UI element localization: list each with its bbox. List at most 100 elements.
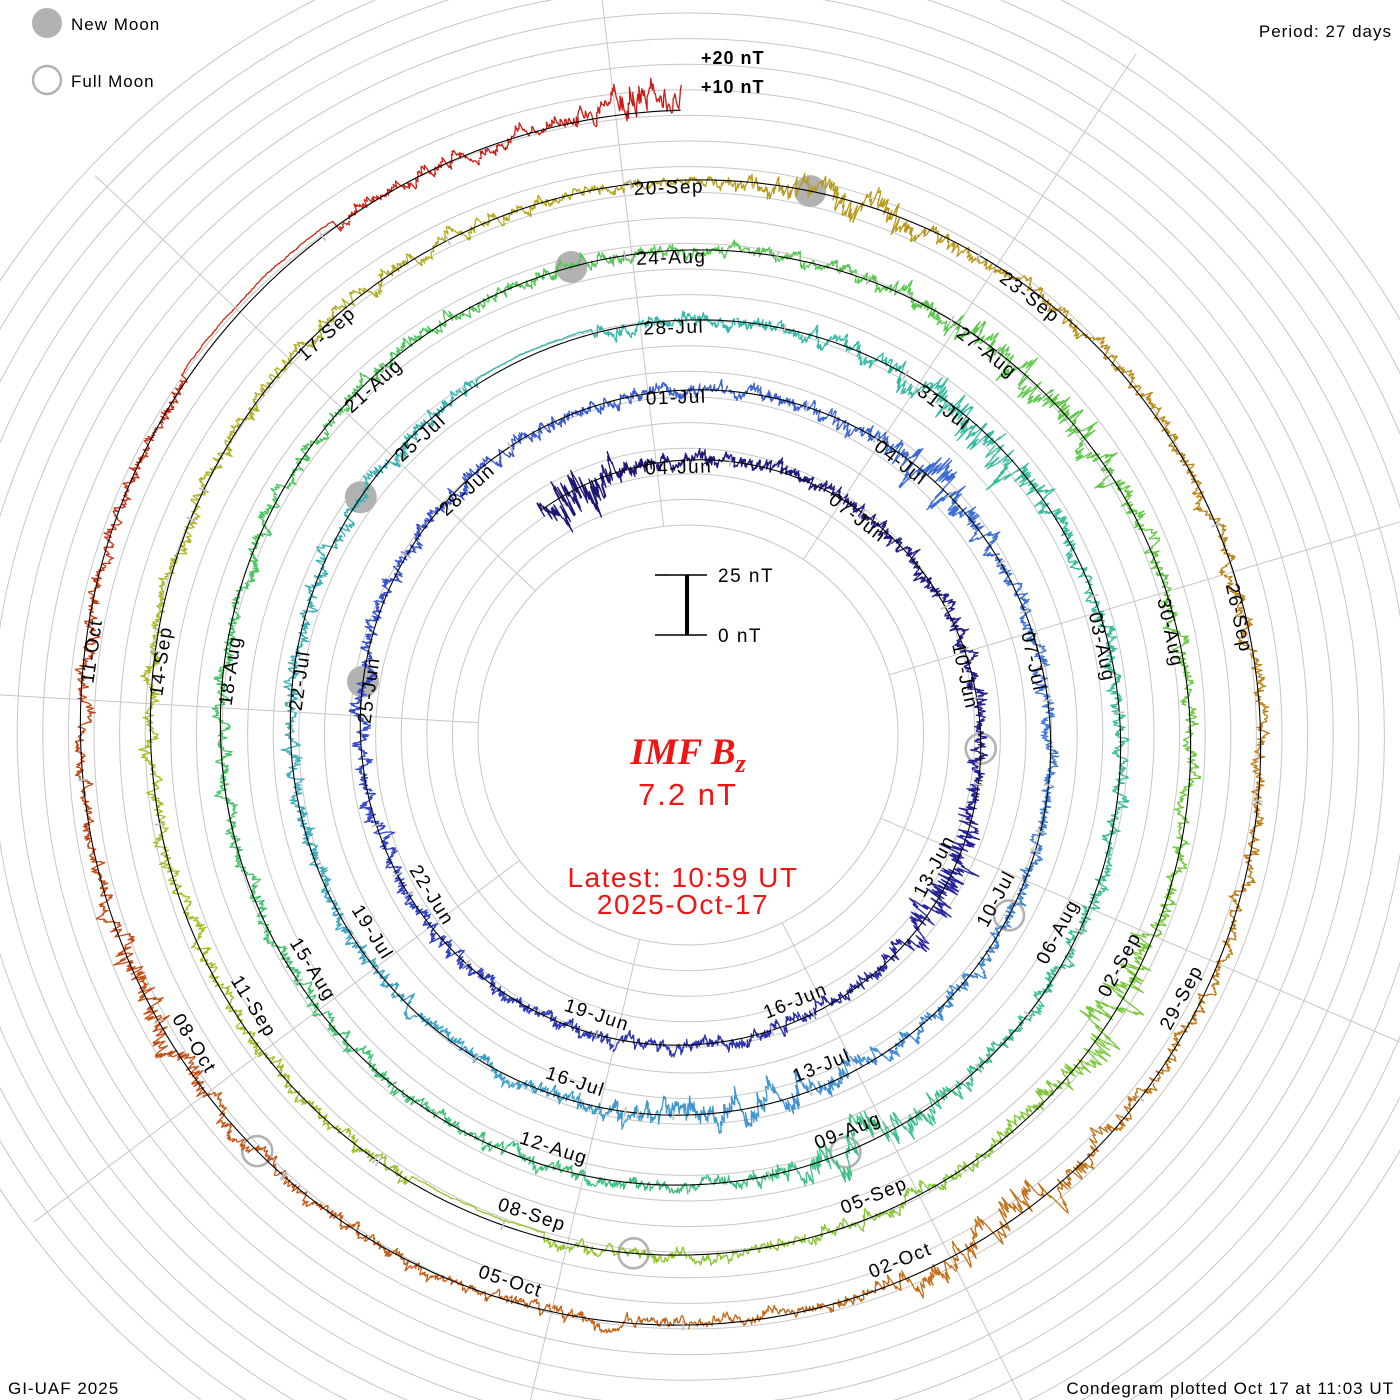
gap-tick: [974, 1063, 983, 1073]
grid-circle: [144, 191, 1232, 1279]
gap-tick: [872, 433, 880, 443]
gap-tick: [1019, 608, 1030, 614]
bz-trace-segment: [1216, 835, 1260, 965]
bz-trace-segment: [302, 1191, 420, 1272]
date-label: 11-Sep: [226, 972, 280, 1042]
bz-trace-segment: [389, 1086, 486, 1145]
bz-trace-segment: [502, 184, 625, 226]
moon-legend: New Moon Full Moon: [31, 8, 160, 96]
grid-spoke: [880, 817, 1400, 1043]
bz-trace-segment: [212, 357, 292, 463]
gap-tick: [403, 891, 414, 898]
bz-trace-segment: [727, 382, 809, 412]
gap-tick: [1211, 522, 1221, 528]
gap-tick: [1135, 1094, 1145, 1103]
bz-trace-segment: [570, 387, 649, 418]
date-label: 01-Jul: [645, 387, 706, 410]
date-label: 28-Jul: [643, 317, 704, 340]
bz-trace-segment: [1100, 344, 1179, 454]
bz-trace-segment: [1041, 393, 1126, 489]
gap-tick: [973, 782, 984, 787]
date-label: 25-Jun: [354, 656, 384, 725]
grid-circle: [0, 38, 1385, 1400]
bz-trace-segment: [854, 272, 966, 336]
bz-trace-segment: [157, 307, 236, 429]
grid-circle: [119, 166, 1257, 1304]
grid-circle: [16, 63, 1360, 1400]
gap-tick: [767, 1170, 771, 1181]
gap-tick: [293, 978, 304, 986]
bz-trace-segment: [647, 378, 729, 401]
bz-trace-segment: [323, 889, 379, 969]
bz-trace-segment: [940, 785, 981, 852]
grid-circle: [67, 114, 1309, 1356]
gap-tick: [77, 778, 89, 782]
gap-tick: [150, 649, 161, 653]
bz-trace-segment: [478, 87, 613, 160]
date-label: 14-Sep: [146, 625, 177, 698]
grid-circle: [477, 524, 899, 946]
bz-trace-segment: [351, 715, 374, 792]
bz-trace-segment: [639, 310, 736, 334]
bz-trace-segment: [211, 707, 238, 817]
full-moon-marker: [992, 899, 1026, 932]
grid-spoke: [802, 53, 1137, 560]
gap-tick: [594, 1029, 600, 1040]
bz-trace-segment: [994, 557, 1034, 634]
bz-trace-segment: [849, 1016, 929, 1067]
bz-trace-segment: [1019, 797, 1052, 881]
grid-spoke: [0, 694, 479, 724]
grid-circle: [375, 422, 1001, 1048]
bz-trace-segment: [348, 149, 480, 220]
bz-trace-segment: [299, 534, 344, 622]
bz-trace-segment: [1062, 1082, 1158, 1189]
date-label: 19-Jul: [347, 901, 397, 964]
bz-trace-segment: [235, 220, 351, 308]
grid-spoke: [34, 859, 520, 1223]
bz-trace-segment: [257, 920, 319, 1014]
gap-tick: [153, 1018, 164, 1025]
grid-spoke: [94, 175, 536, 592]
bz-trace-segment: [759, 998, 823, 1041]
bz-trace-segment: [612, 1030, 689, 1058]
date-label: 30-Aug: [1152, 596, 1187, 669]
gap-tick: [392, 871, 402, 878]
bz-trace-segment: [632, 239, 746, 262]
date-label: 26-Sep: [1221, 582, 1256, 655]
bz-trace-segment: [951, 1178, 1069, 1271]
grid-circle: [247, 294, 1129, 1176]
bz-trace-segment: [194, 946, 262, 1055]
gap-tick: [804, 402, 810, 412]
gap-tick: [371, 1154, 379, 1164]
bz-trace-segment: [1011, 1037, 1112, 1127]
bz-trace-segment: [784, 465, 844, 503]
bz-trace-segment: [771, 1051, 851, 1115]
bz-trace-segment: [454, 1198, 567, 1253]
bz-trace-segment: [916, 1118, 1015, 1194]
gap-tick: [902, 369, 910, 380]
gap-tick: [380, 362, 389, 372]
grid-circle: [298, 345, 1078, 1125]
new-moon-label: New Moon: [71, 15, 160, 34]
gap-tick: [782, 323, 787, 334]
gap-tick: [500, 1220, 506, 1231]
bz-trace-segment: [421, 281, 526, 335]
gap-tick: [280, 1172, 289, 1181]
date-label: 27-Aug: [952, 323, 1020, 383]
bz-trace-segment: [1175, 452, 1236, 576]
bz-trace-segment: [623, 173, 753, 193]
bz-trace-segment: [429, 923, 485, 981]
period-label: Period: 27 days: [1259, 22, 1392, 41]
gap-tick: [1043, 783, 1054, 787]
date-label: 16-Jun: [761, 979, 831, 1024]
bz-trace-segment: [138, 703, 166, 828]
gap-tick: [1074, 927, 1085, 934]
gap-tick: [319, 232, 327, 242]
